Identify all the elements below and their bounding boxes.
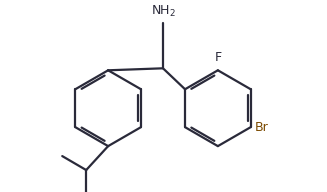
- Text: Br: Br: [255, 121, 268, 134]
- Text: NH$_2$: NH$_2$: [150, 4, 176, 19]
- Text: F: F: [214, 51, 221, 64]
